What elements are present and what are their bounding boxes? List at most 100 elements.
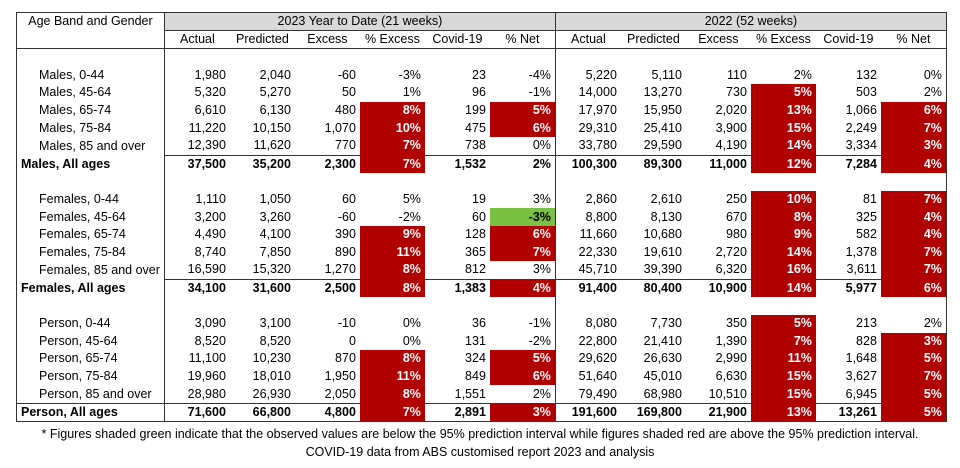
table-row: Males, 85 and over 12,390 11,620 770 7% 738 0%… — [16, 136, 947, 156]
cell-23-pct-excess: 10% — [359, 119, 425, 137]
cell-22-pct-excess: 12% — [750, 154, 816, 174]
total-row: Person, All ages 71,600 66,800 4,800 7% 2,891… — [16, 402, 947, 422]
cell-23-pct-net: 6% — [489, 367, 556, 386]
cell-22-actual: 100,300 — [555, 154, 621, 174]
cell-22-actual: 22,800 — [578, 333, 617, 348]
cell-22-actual: 2,860 — [585, 192, 617, 207]
cell-22-covid19: 325 — [856, 209, 877, 224]
cell-23-predicted: 31,600 — [229, 278, 295, 298]
cell-22-predicted: 68,980 — [643, 386, 682, 401]
age-band-header: Age Band and Gender — [16, 12, 165, 49]
cell-22-pct-excess: 15% — [750, 385, 816, 404]
cell-23-pct-excess: 8% — [359, 278, 425, 298]
cell-22-actual: 14,000 — [578, 85, 617, 100]
cell-23-covid19: 19 — [472, 192, 486, 207]
cell-23-predicted: 4,100 — [259, 227, 291, 242]
cell-22-actual: 91,400 — [555, 278, 621, 298]
cell-22-covid19: 582 — [856, 227, 877, 242]
cell-23-actual: 16,590 — [187, 262, 226, 277]
cell-22-actual: 17,970 — [578, 103, 617, 118]
cell-22-excess: 2,720 — [715, 244, 747, 259]
table-row: Females, 65-74 4,490 4,100 390 9% 128 6% 11,660… — [16, 225, 947, 244]
column-header-2023-4: Covid-19 — [424, 30, 490, 49]
cell-23-actual: 19,960 — [187, 368, 226, 383]
cell-22-excess: 980 — [726, 227, 747, 242]
cell-22-predicted: 7,730 — [650, 316, 682, 331]
cell-22-predicted: 80,400 — [620, 278, 686, 298]
table-row: Person, 65-74 11,100 10,230 870 8% 324 5% 29,62… — [16, 350, 947, 368]
cell-22-predicted: 39,390 — [643, 262, 682, 277]
table-row: Person, 75-84 19,960 18,010 1,950 11% 849 6% 51… — [16, 367, 947, 386]
cell-22-pct-excess: 8% — [750, 208, 816, 226]
cell-23-actual: 8,520 — [194, 333, 226, 348]
column-header-2023-5: % Net — [489, 30, 556, 49]
cell-22-pct-net: 3% — [880, 332, 947, 351]
cell-22-excess: 10,900 — [685, 278, 751, 298]
cell-23-covid19: 475 — [465, 120, 486, 135]
cell-23-excess: 480 — [335, 103, 356, 118]
cell-22-excess: 11,000 — [685, 154, 751, 174]
cell-23-predicted: 66,800 — [229, 402, 295, 422]
row-label: Person, 65-74 — [16, 350, 165, 368]
cell-23-excess: 890 — [335, 244, 356, 259]
cell-22-actual: 29,620 — [578, 351, 617, 366]
total-row: Males, All ages 37,500 35,200 2,300 7% 1,532 2… — [16, 154, 947, 174]
header-row-columns: Actual Predicted Excess% Excess Covid-19% N… — [17, 30, 947, 49]
row-label: Females, 45-64 — [16, 208, 165, 226]
cell-23-excess: 60 — [342, 192, 356, 207]
row-label: Males, 65-74 — [16, 101, 165, 120]
cell-22-covid19: 2,249 — [845, 120, 877, 135]
cell-22-covid19: 3,627 — [845, 368, 877, 383]
cell-23-excess: 50 — [342, 85, 356, 100]
cell-23-actual: 37,500 — [164, 154, 230, 174]
cell-23-predicted: 2,040 — [259, 67, 291, 82]
footnote: * Figures shaded green indicate that the… — [41, 427, 919, 442]
cell-22-pct-excess: 15% — [750, 119, 816, 137]
header-row-groups: Age Band and Gender 2023 Year to Date (2… — [16, 12, 947, 49]
cell-23-pct-net: -1% — [489, 314, 556, 333]
cell-22-predicted: 29,590 — [643, 138, 682, 153]
cell-22-actual: 79,490 — [578, 386, 617, 401]
cell-23-covid19: 23 — [472, 67, 486, 82]
cell-22-excess: 10,510 — [708, 386, 747, 401]
cell-22-excess: 2,020 — [715, 103, 747, 118]
row-label: Females, 65-74 — [16, 225, 165, 244]
cell-23-actual: 12,390 — [187, 138, 226, 153]
row-label: Males, 85 and over — [16, 136, 165, 156]
cell-23-excess: 2,300 — [294, 154, 360, 174]
cell-23-pct-net: 2% — [489, 385, 556, 404]
cell-23-pct-excess: 5% — [402, 192, 421, 207]
cell-23-predicted: 18,010 — [252, 368, 291, 383]
cell-23-predicted: 15,320 — [252, 262, 291, 277]
cell-22-pct-net: 4% — [880, 208, 947, 226]
cell-22-pct-net: 7% — [880, 243, 947, 262]
cell-23-covid19: 96 — [472, 85, 486, 100]
cell-22-pct-net: 7% — [880, 119, 947, 137]
cell-22-pct-excess: 9% — [750, 225, 816, 244]
cell-22-excess: 670 — [726, 209, 747, 224]
cell-22-covid19: 213 — [856, 316, 877, 331]
cell-22-pct-net: 5% — [880, 402, 947, 422]
cell-22-pct-excess: 16% — [750, 261, 816, 280]
cell-22-pct-net: 7% — [880, 261, 947, 280]
cell-23-pct-net: -3% — [489, 208, 556, 226]
cell-23-pct-excess: 8% — [359, 350, 425, 368]
cell-22-covid19: 13,261 — [815, 402, 881, 422]
cell-23-covid19: 1,551 — [454, 386, 486, 401]
cell-22-pct-excess: 14% — [750, 136, 816, 156]
cell-22-pct-excess: 2% — [793, 67, 812, 82]
cell-22-pct-net: 5% — [880, 385, 947, 404]
cell-23-pct-net: -1% — [489, 84, 556, 102]
cell-23-pct-net: 3% — [489, 261, 556, 280]
cell-23-pct-net: 0% — [489, 136, 556, 156]
cell-22-pct-excess: 15% — [750, 367, 816, 386]
cell-23-predicted: 7,850 — [259, 244, 291, 259]
cell-22-predicted: 19,610 — [643, 244, 682, 259]
cell-23-actual: 8,740 — [194, 244, 226, 259]
column-header-2023-2: Excess — [294, 30, 360, 49]
cell-23-excess: 1,950 — [324, 368, 356, 383]
table-row: Females, 85 and over 16,590 15,320 1,270 8% 8… — [16, 261, 947, 280]
cell-22-pct-net: 6% — [880, 278, 947, 298]
cell-22-covid19: 503 — [856, 85, 877, 100]
cell-23-predicted: 3,260 — [259, 209, 291, 224]
